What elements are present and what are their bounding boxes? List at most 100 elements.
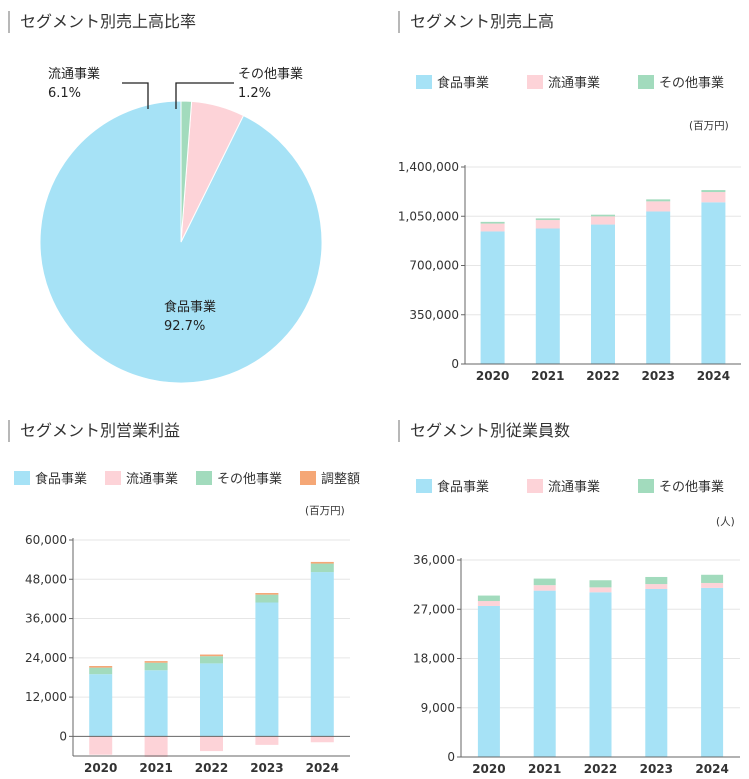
y-tick-label: 0 — [59, 729, 67, 743]
y-tick-label: 36,000 — [413, 553, 455, 567]
x-tick-label: 2021 — [531, 369, 564, 383]
legend-swatch-other — [638, 74, 655, 89]
pie-slice-2 — [180, 100, 193, 243]
bar-2022-その他事業 — [591, 214, 615, 217]
bar-2021-食品事業 — [144, 670, 168, 737]
employees-panel-title: セグメント別従業員数 — [398, 420, 570, 442]
bar-2021-食品事業 — [533, 590, 556, 757]
pie-panel-title: セグメント別売上高比率 — [8, 11, 196, 33]
legend-other: その他事業 — [196, 468, 282, 487]
bar-2020-食品事業 — [477, 605, 500, 757]
legend-distribution: 流通事業 — [527, 72, 600, 91]
bar-2021-流通事業 — [535, 220, 560, 229]
x-tick-label: 2022 — [586, 369, 619, 383]
bar-2021-その他事業 — [144, 662, 168, 671]
x-tick-label: 2022 — [195, 761, 228, 775]
bar-2022-その他事業 — [589, 580, 612, 588]
bar-2020-その他事業 — [89, 667, 113, 675]
pie-label-food-pct: 92.7% — [164, 319, 205, 334]
legend-label-other: その他事業 — [659, 76, 725, 91]
y-tick-label: 24,000 — [25, 651, 67, 665]
y-tick-label: 18,000 — [413, 652, 455, 666]
x-tick-label: 2024 — [697, 369, 730, 383]
legend-swatch-other — [638, 478, 655, 493]
bar-2024-その他事業 — [701, 574, 724, 583]
legend-adjustment: 調整額 — [300, 468, 360, 487]
y-tick-label: 36,000 — [25, 612, 67, 626]
profit-panel-title: セグメント別営業利益 — [8, 420, 180, 442]
bar-2022-食品事業 — [200, 663, 223, 737]
legend-swatch-distribution — [105, 470, 122, 485]
pie-label-food-name: 食品事業 — [164, 299, 216, 315]
legend-swatch-adjustment — [300, 470, 317, 485]
legend-distribution: 流通事業 — [527, 476, 600, 495]
x-tick-label: 2020 — [84, 761, 117, 775]
y-tick-label: 9,000 — [421, 701, 455, 715]
leader-line-distribution — [122, 82, 149, 109]
bar-2024-その他事業 — [310, 563, 334, 573]
y-tick-label: 27,000 — [413, 602, 455, 616]
bar-2022-その他事業 — [200, 656, 223, 664]
bar-2021-調整額 — [144, 661, 168, 663]
legend-label-food: 食品事業 — [437, 76, 490, 91]
legend-label-distribution: 流通事業 — [548, 76, 601, 91]
bar-2024-食品事業 — [310, 572, 334, 737]
bar-2024-流通事業 — [701, 582, 724, 588]
legend-distribution: 流通事業 — [105, 468, 178, 487]
bar-2023-食品事業 — [645, 589, 668, 757]
legend-label-distribution: 流通事業 — [548, 480, 601, 495]
legend-swatch-distribution — [527, 74, 544, 89]
legend-label-other: その他事業 — [217, 472, 283, 487]
bar-2024-流通事業 — [701, 192, 726, 203]
sales-panel-title: セグメント別売上高 — [398, 11, 554, 33]
profit-bar-chart: 0 12,000 24,000 36,000 48,000 60,000 2020 2021 2… — [25, 533, 350, 775]
legend-label-food: 食品事業 — [437, 480, 490, 495]
legend-food: 食品事業 — [416, 476, 489, 495]
y-tick-label: 0 — [447, 750, 455, 764]
bar-2020-その他事業 — [480, 221, 505, 224]
pie-label-distribution-pct: 6.1% — [48, 86, 81, 101]
x-tick-label: 2024 — [306, 761, 339, 775]
bar-2022-調整額 — [200, 654, 223, 657]
x-tick-label: 2020 — [472, 762, 505, 776]
y-tick-label: 700,000 — [409, 259, 459, 273]
x-tick-label: 2022 — [584, 762, 617, 776]
employees-unit: (人) — [716, 516, 735, 528]
bar-2020-流通事業 — [477, 601, 500, 606]
employees-legend: 食品事業 流通事業 その他事業 — [416, 476, 724, 495]
bar-2023-食品事業 — [255, 602, 279, 737]
legend-swatch-food — [14, 470, 30, 485]
bar-2021-その他事業 — [535, 218, 560, 221]
legend-swatch-food — [416, 478, 432, 493]
bar-2023-調整額 — [255, 593, 279, 595]
bar-2020-食品事業 — [480, 231, 505, 364]
bar-2020-その他事業 — [477, 595, 500, 602]
bar-2022-食品事業 — [589, 592, 612, 757]
pie-label-other-name: その他事業 — [238, 66, 303, 82]
pie-label-distribution-name: 流通事業 — [48, 66, 100, 82]
x-tick-label: 2023 — [250, 761, 283, 775]
y-tick-label: 1,400,000 — [398, 160, 459, 174]
leader-line-other — [175, 82, 234, 109]
bar-2020-流通事業 — [89, 736, 113, 755]
legend-label-adjustment: 調整額 — [321, 472, 361, 487]
sales-legend: 食品事業 流通事業 その他事業 — [416, 72, 724, 91]
sales-unit: (百万円) — [689, 120, 729, 132]
bar-2021-流通事業 — [144, 736, 168, 757]
y-tick-label: 12,000 — [25, 690, 67, 704]
x-tick-label: 2020 — [476, 369, 509, 383]
bar-2024-食品事業 — [701, 587, 724, 757]
employees-bar-chart: 0 9,000 18,000 27,000 36,000 2020 2021 2022 2023… — [413, 553, 740, 776]
bar-2023-流通事業 — [255, 736, 279, 745]
bar-2023-流通事業 — [646, 201, 671, 212]
legend-label-distribution: 流通事業 — [126, 472, 179, 487]
y-tick-label: 1,050,000 — [398, 209, 459, 223]
bar-2024-調整額 — [310, 561, 334, 564]
x-tick-label: 2023 — [640, 762, 673, 776]
bar-2023-食品事業 — [646, 211, 671, 364]
bar-2022-流通事業 — [200, 736, 223, 752]
legend-swatch-food — [416, 74, 432, 89]
bar-2023-その他事業 — [255, 594, 279, 603]
bar-2021-食品事業 — [535, 228, 560, 364]
legend-other: その他事業 — [638, 476, 724, 495]
